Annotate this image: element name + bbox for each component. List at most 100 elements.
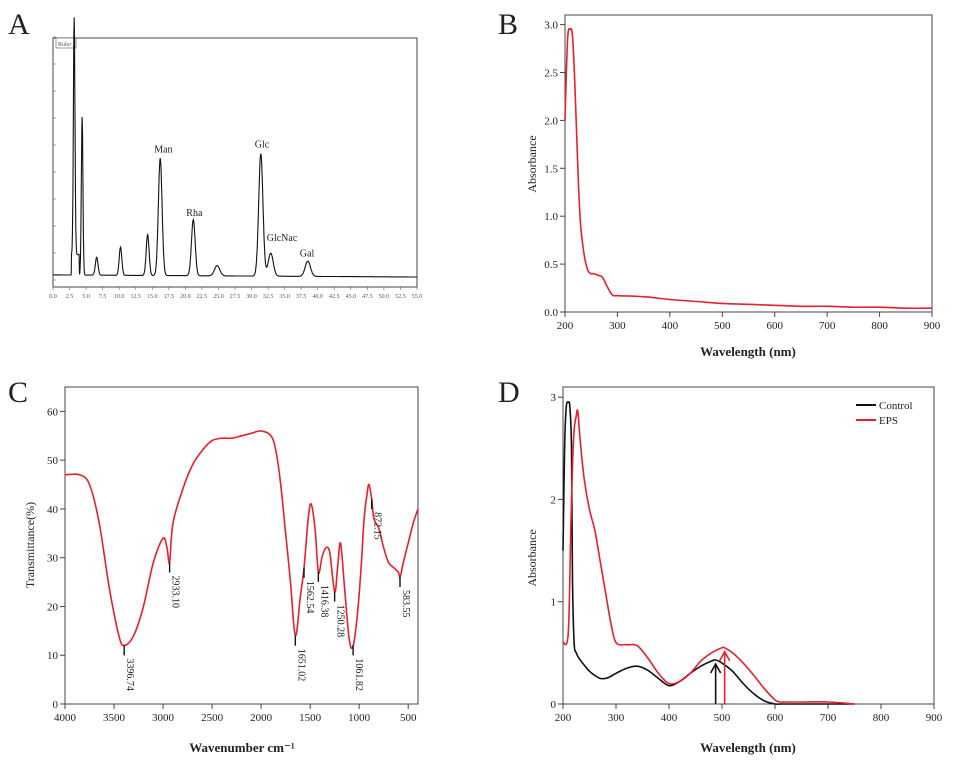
x-tick-label: 2.5 [66,294,74,300]
y-tick-label: 0.5 [544,259,558,271]
x-tick-label: 25.0 [213,294,224,300]
peak-label-man: Man [154,145,172,156]
annotation-label: 1250.28 [335,605,346,638]
x-tick-label: 1500 [299,712,322,724]
x-tick-label: 30.0 [246,294,257,300]
peak-label-glcnac: GlcNac [267,233,298,244]
x-tick-label: 27.5 [230,294,241,300]
panel-c-ftir-line [64,430,419,650]
y-tick-label: 40 [47,504,59,516]
x-tick-label: 55.0 [412,294,423,300]
x-tick-label: 300 [608,712,625,724]
panel-c-frame [64,386,419,705]
y-tick-label: 0 [53,699,59,711]
y-tick-label: 2.0 [544,115,558,127]
panel-c-peak-annotations: 3396.74 2933.10 1651.02 1562.54 1416.38 1250.… [123,499,411,691]
panel-d-control-line [562,401,855,706]
x-tick-label: 2500 [201,712,224,724]
peak-label-glc: Glc [255,140,270,151]
panel-c: C 4000 3500 3000 2500 2000 1500 1000 500 0 10 20 30… [8,376,419,755]
peak-label-rha: Rha [186,208,203,219]
panel-d-peak-arrows [709,650,731,704]
annotation-label: 2933.10 [170,576,181,609]
x-tick-label: 32.5 [263,294,274,300]
x-tick-label: 50.0 [379,294,390,300]
legend-label-control: Control [879,400,913,412]
x-tick-label: 600 [766,320,783,332]
x-tick-label: 12.5 [130,294,141,300]
y-tick-label: 3 [551,392,557,404]
panel-a-legend-box-text: Ruler [58,42,71,48]
y-tick-label: 3.0 [544,20,558,32]
panel-d-frame [562,386,935,705]
x-tick-label: 900 [924,320,941,332]
panel-d-legend: Control EPS [856,400,913,427]
x-tick-label: 400 [662,320,679,332]
panel-b-frame [564,14,933,313]
x-tick-label: 45.0 [346,294,357,300]
annotation-label: 872.15 [372,512,383,540]
x-tick-label: 7.5 [99,294,107,300]
y-tick-label: 20 [47,601,59,613]
x-tick-label: 42.5 [329,294,340,300]
x-tick-label: 200 [555,712,572,724]
peak-arrow-head [709,662,722,674]
legend-label-eps: EPS [879,415,898,427]
x-tick-label: 300 [609,320,626,332]
panel-b-letter: B [498,8,518,41]
x-tick-label: 500 [714,320,731,332]
x-tick-label: 700 [819,320,836,332]
x-tick-label: 5.0 [82,294,90,300]
panel-d: D 200 300 400 500 600 700 800 900 0 1 2 3 Control E… [498,376,943,755]
x-tick-label: 35.0 [279,294,290,300]
x-tick-label: 10.0 [114,294,125,300]
annotation-label: 1416.38 [318,585,329,618]
panel-d-eps-line [562,409,855,705]
panel-b-axes: 200 300 400 500 600 700 800 900 0.0 0.5 1.0 1.5 2.0 2… [544,20,941,332]
panel-c-letter: C [8,376,28,409]
x-tick-label: 17.5 [164,294,175,300]
x-tick-label: 600 [767,712,784,724]
panel-d-letter: D [498,376,520,409]
panel-a-legend-box [55,37,77,49]
x-tick-label: 500 [400,712,417,724]
y-tick-label: 1.0 [544,211,558,223]
x-tick-label: 800 [873,712,890,724]
y-tick-label: 2 [551,494,557,506]
panel-b-absorbance-line [564,27,933,310]
peak-label-gal: Gal [300,249,315,260]
x-tick-label: 37.5 [296,294,307,300]
x-tick-label: 22.5 [197,294,208,300]
y-tick-label: 1 [551,597,557,609]
panel-a: A Ruler 0.0 2.5 5.0 7.5 10.0 12.5 15.0 17.5 20.0… [8,8,422,300]
x-tick-label: 800 [871,320,888,332]
y-tick-label: 1.5 [544,163,558,175]
annotation-label: 1061.82 [353,658,364,691]
y-tick-label: 50 [47,455,59,467]
x-tick-label: 200 [557,320,574,332]
x-tick-label: 52.5 [395,294,406,300]
x-tick-label: 47.5 [362,294,373,300]
y-tick-label: 0.0 [544,307,558,319]
x-tick-label: 3000 [152,712,175,724]
y-tick-label: 30 [47,553,59,565]
y-tick-label: 10 [47,650,59,662]
peak-arrow-head [718,650,731,662]
panel-b-y-label: Absorbance [525,135,539,192]
y-tick-label: 0 [551,699,557,711]
x-tick-label: 2000 [250,712,273,724]
y-tick-label: 60 [47,406,59,418]
annotation-label: 3396.74 [124,658,135,691]
x-tick-label: 900 [926,712,943,724]
x-tick-label: 3500 [103,712,126,724]
panel-a-y-axis [53,36,56,281]
panel-c-y-label: Transmittance(%) [23,502,37,588]
x-tick-label: 40.0 [312,294,323,300]
panel-d-x-label: Wavelength (nm) [700,740,796,755]
panel-d-axes: 200 300 400 500 600 700 800 900 0 1 2 3 [551,392,943,724]
x-tick-label: 1000 [348,712,371,724]
x-tick-label: 500 [714,712,731,724]
panel-c-x-label: Wavenumber cm⁻¹ [189,740,295,755]
